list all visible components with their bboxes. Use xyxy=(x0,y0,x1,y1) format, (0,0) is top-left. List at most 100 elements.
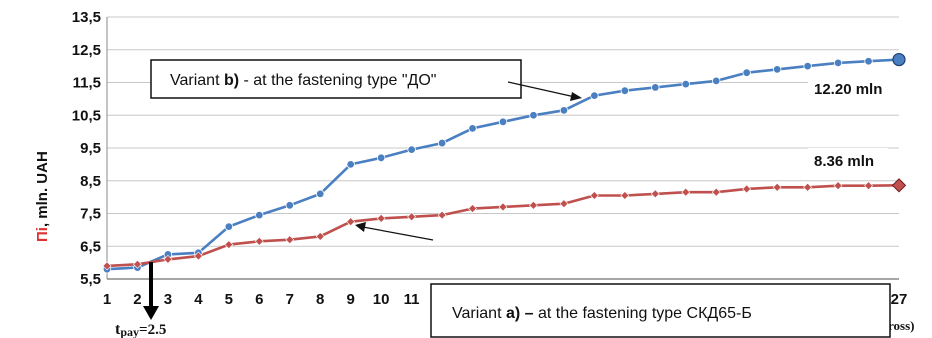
data-point-red xyxy=(772,182,782,192)
x-tick-label: 1 xyxy=(103,291,111,308)
data-point-blue xyxy=(772,65,782,74)
y-tick-label: 11,5 xyxy=(73,75,101,92)
data-point-blue xyxy=(529,111,538,120)
variant-b-arrow xyxy=(507,81,576,98)
axes xyxy=(106,17,899,280)
variant-b-arrowhead xyxy=(570,92,582,101)
data-point-red xyxy=(681,187,691,197)
data-point-red xyxy=(437,210,447,220)
y-tick-label: 7,5 xyxy=(80,206,101,223)
variant-b-post: - at the fastening type "ДО" xyxy=(239,72,436,89)
data-point-red xyxy=(468,204,477,214)
x-tick-label: 10 xyxy=(373,291,390,308)
y-axis-label-symbol: Пi xyxy=(34,227,51,242)
x-tick-label: 5 xyxy=(225,291,233,308)
data-point-blue xyxy=(224,222,234,231)
data-point-blue xyxy=(498,117,508,126)
data-point-blue xyxy=(892,52,906,67)
end-label-blue: 12.20 mln xyxy=(814,81,882,98)
data-point-red xyxy=(650,189,660,199)
data-point-blue xyxy=(651,83,660,92)
data-point-blue xyxy=(712,76,721,86)
y-tick-label: 9,5 xyxy=(80,140,101,157)
data-point-red xyxy=(102,261,112,271)
data-point-blue xyxy=(468,124,477,133)
data-point-red xyxy=(559,199,569,209)
data-point-red xyxy=(742,184,752,194)
data-point-red xyxy=(285,235,295,245)
payback-arrowhead xyxy=(143,306,159,320)
data-point-red xyxy=(498,202,508,212)
end-label-red-box xyxy=(808,148,888,172)
data-point-blue xyxy=(559,106,569,115)
data-point-red xyxy=(315,232,325,241)
x-tick-label: 27 xyxy=(891,291,908,308)
end-label-blue-box xyxy=(808,75,902,101)
data-point-red xyxy=(803,182,813,192)
y-tick-label: 8,5 xyxy=(80,173,101,190)
y-axis-label-text: , mln. UAH xyxy=(34,151,51,227)
variant-b-pre: Variant xyxy=(170,72,224,89)
data-point-red xyxy=(254,236,264,246)
variant-b-bold: b) xyxy=(224,72,239,89)
data-point-blue xyxy=(285,201,294,210)
data-point-red xyxy=(346,217,356,227)
variant-b-callout-box xyxy=(150,59,522,99)
payback-label-sub: pay xyxy=(120,325,139,338)
variant-b-callout-text: Variant b) - at the fastening type "ДО" xyxy=(170,72,436,89)
data-point-red xyxy=(620,191,630,200)
y-tick-label: 5,5 xyxy=(80,271,101,288)
data-point-red xyxy=(193,251,203,261)
x-axis-suffix: ross) xyxy=(888,318,914,333)
data-point-red xyxy=(833,181,843,191)
data-point-blue xyxy=(590,91,599,100)
data-point-blue xyxy=(407,145,416,154)
data-point-red xyxy=(407,212,417,222)
variant-a-arrow xyxy=(362,226,434,241)
payback-label-t: t xyxy=(115,321,121,338)
x-tick-label: 4 xyxy=(194,291,203,308)
x-tick-label: 8 xyxy=(316,291,324,308)
x-tick-label: 9 xyxy=(347,291,355,308)
y-tick-label: 6,5 xyxy=(80,238,101,255)
data-point-blue xyxy=(437,138,447,148)
data-point-blue xyxy=(620,86,630,95)
variant-a-callout-text: Variant a) – at the fastening type СКД65… xyxy=(452,305,752,322)
data-point-blue xyxy=(681,79,690,89)
variant-a-arrowhead xyxy=(355,222,366,232)
data-point-blue xyxy=(376,153,386,163)
data-point-red xyxy=(133,259,142,269)
variant-a-bold: a) – xyxy=(506,305,534,322)
data-point-blue xyxy=(742,68,751,77)
end-label-red: 8.36 mln xyxy=(814,153,874,170)
series-points xyxy=(102,52,907,274)
data-point-blue xyxy=(833,58,843,68)
data-point-blue xyxy=(255,210,264,220)
x-tick-label: 11 xyxy=(404,291,420,308)
data-point-red xyxy=(224,240,234,250)
x-tick-label: 6 xyxy=(255,291,263,308)
variant-a-pre: Variant xyxy=(452,305,506,322)
data-point-blue xyxy=(316,189,325,199)
data-point-red xyxy=(529,200,538,210)
y-tick-label: 10,5 xyxy=(72,107,101,124)
payback-label: tpay=2.5 xyxy=(115,321,166,338)
variant-a-post: at the fastening type СКД65-Б xyxy=(534,305,752,322)
variant-a-callout-box xyxy=(430,283,891,338)
data-point-red xyxy=(864,181,873,191)
y-axis-label: Пi, mln. UAH xyxy=(34,151,51,242)
x-tick-label: 2 xyxy=(133,291,141,308)
grid-lines xyxy=(107,16,899,247)
y-tick-labels: 5,5 6,5 7,5 8,5 9,5 10,5 11,5 12,5 13,5 xyxy=(72,9,101,288)
data-point-red xyxy=(376,213,386,223)
y-tick-label: 13,5 xyxy=(72,9,101,26)
data-point-red xyxy=(163,254,173,264)
y-tick-label: 12,5 xyxy=(72,42,101,59)
x-tick-label: 7 xyxy=(286,291,294,308)
data-point-blue xyxy=(346,160,355,169)
data-point-blue xyxy=(803,61,812,71)
data-point-red xyxy=(711,187,721,197)
data-point-red xyxy=(891,178,907,193)
payback-label-val: =2.5 xyxy=(139,322,166,338)
